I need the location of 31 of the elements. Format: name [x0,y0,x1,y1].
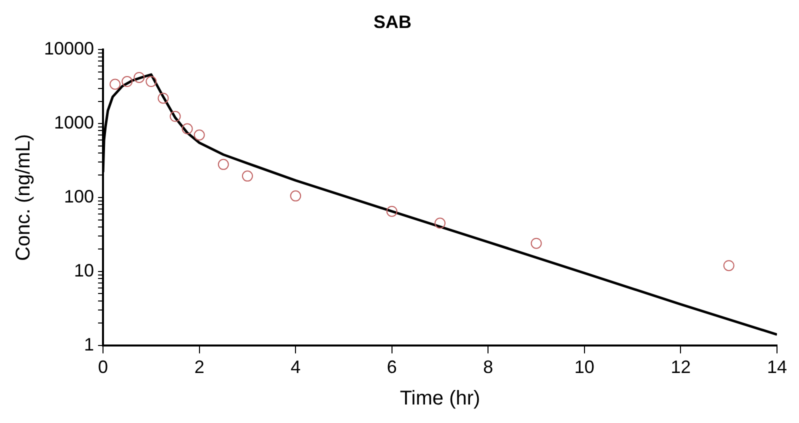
point [290,190,302,202]
y-tick-label: 100 [64,186,94,206]
chart-title: SAB [373,12,412,32]
x-tick-label: 12 [670,357,691,378]
y-axis-title: Conc. (ng/mL) [12,134,35,261]
point [182,123,193,134]
point [723,260,734,272]
point [110,78,121,90]
point [386,206,398,217]
point [146,76,157,88]
x-axis-title: Time (hr) [400,388,480,410]
x-tick-label: 8 [483,357,494,378]
point [242,170,253,182]
y-tick-label: 1000 [54,112,94,133]
x-tick-label: 14 [766,357,788,378]
point [122,76,133,88]
y-tick-label: 1 [84,334,94,354]
x-tick-label: 2 [194,357,204,378]
point [530,238,542,249]
point [434,218,446,229]
point [194,130,205,141]
point [134,72,145,83]
point [158,92,169,104]
point [170,110,181,122]
point [218,158,229,170]
x-tick-label: 4 [290,357,301,378]
x-tick-label: 6 [386,357,397,378]
x-tick-label: 10 [574,357,594,378]
y-tick-label: 10000 [44,38,94,59]
x-tick-label: 0 [98,357,108,378]
y-tick-label: 10 [74,260,94,280]
